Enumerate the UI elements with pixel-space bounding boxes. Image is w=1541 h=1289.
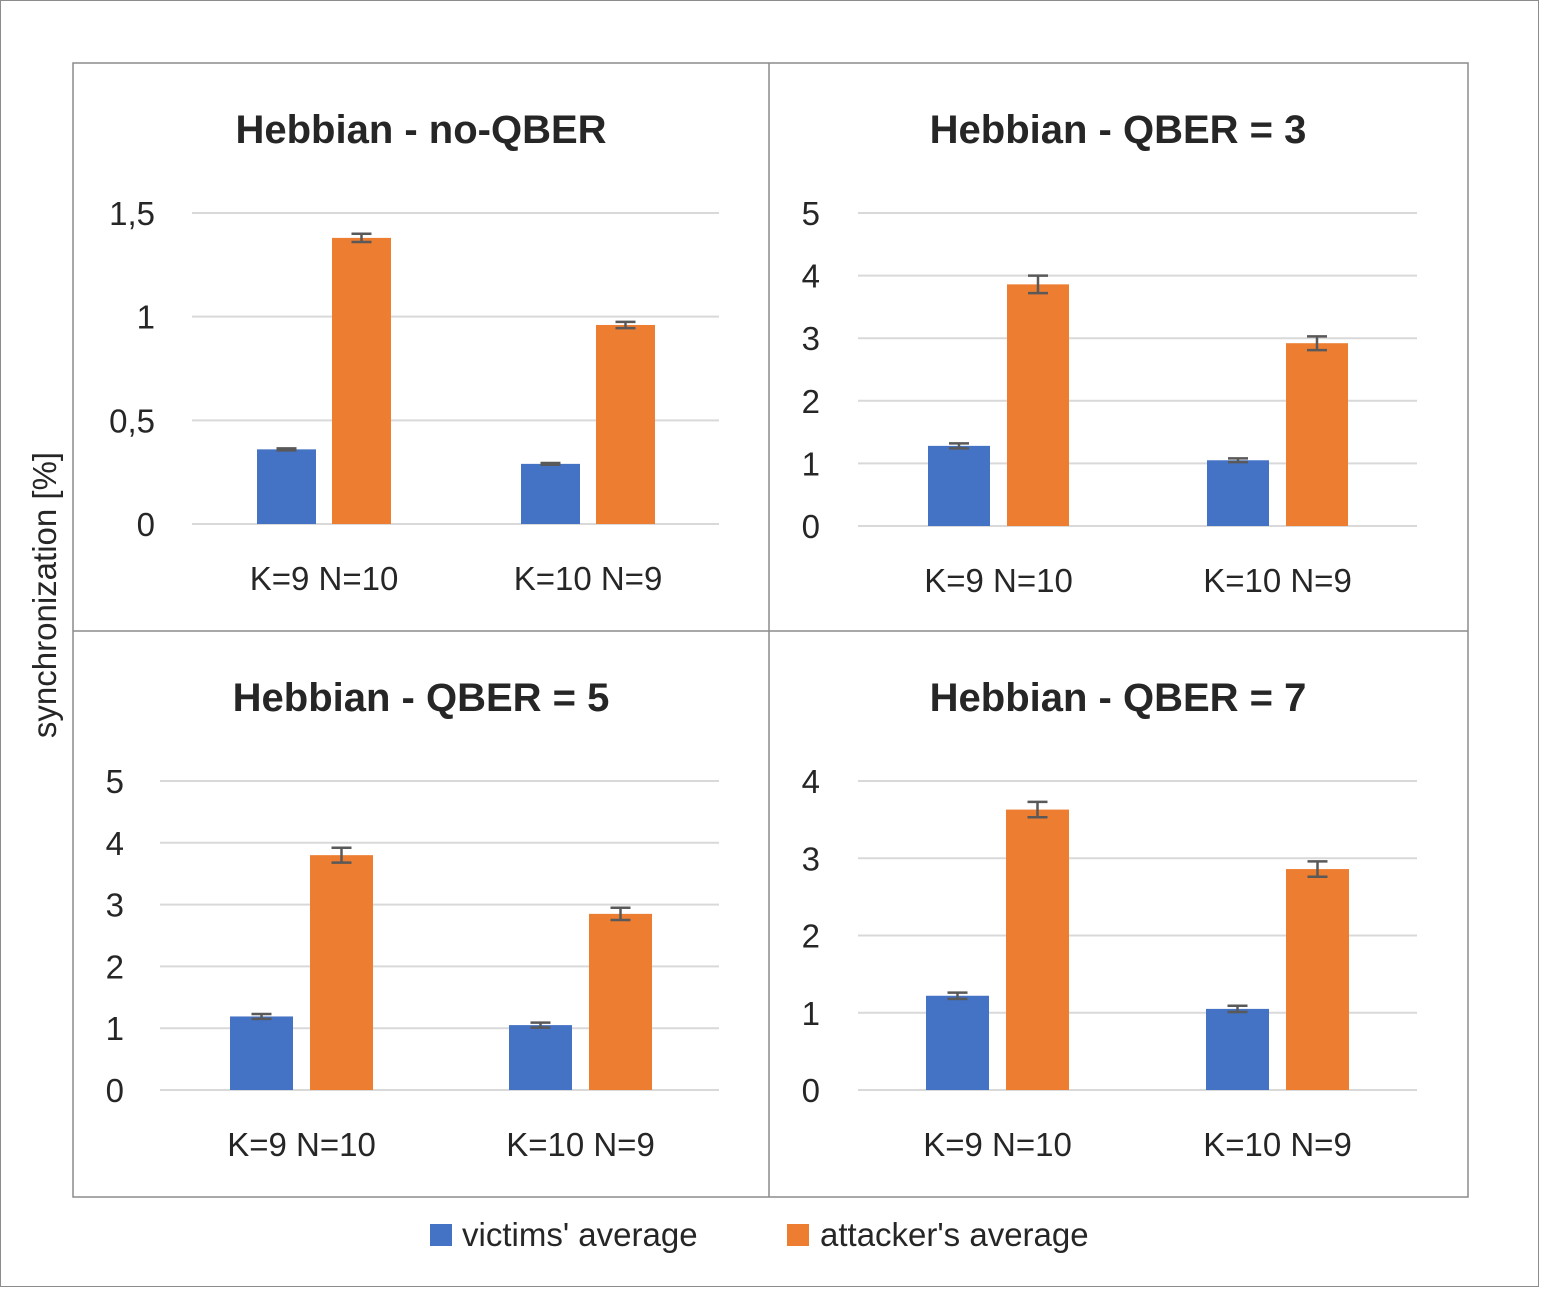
error-bar xyxy=(610,906,631,922)
bar-victims xyxy=(230,1016,293,1090)
error-bar xyxy=(251,1012,272,1021)
panel-1: Hebbian - no-QBER 0 0,5 1 1,5 K=9 N=10 K=10 N=… xyxy=(109,108,719,597)
bar-attacker xyxy=(1007,284,1069,526)
bar-attacker xyxy=(589,913,652,1090)
bar-attacker xyxy=(1286,869,1349,1090)
bar-attacker xyxy=(1006,809,1069,1090)
panel-2: Hebbian - QBER = 3 0 1 2 3 4 5 K=9 N=10 K=10 N=9 xyxy=(802,108,1417,599)
error-bar xyxy=(540,461,561,466)
bar-victims xyxy=(509,1025,572,1090)
y-tick-label: 1 xyxy=(106,1010,124,1047)
bar-victims xyxy=(1206,1008,1269,1090)
y-tick-label: 2 xyxy=(106,948,124,985)
category-label: K=10 N=9 xyxy=(1203,1126,1352,1163)
y-tick-label: 1 xyxy=(802,995,820,1032)
bar-victims xyxy=(1207,460,1269,526)
category-label: K=9 N=10 xyxy=(924,562,1073,599)
bar-attacker xyxy=(596,324,655,524)
bar-attacker xyxy=(1286,343,1348,526)
error-bar xyxy=(949,442,969,450)
error-bar xyxy=(331,846,352,864)
y-tick-label: 3 xyxy=(802,320,820,357)
category-label: K=10 N=9 xyxy=(1203,562,1352,599)
category-label: K=9 N=10 xyxy=(227,1126,376,1163)
bar-victims xyxy=(928,445,990,526)
y-tick-label: 0,5 xyxy=(109,402,155,439)
panels: Hebbian - no-QBER 0 0,5 1 1,5 K=9 N=10 K=10 N=… xyxy=(106,108,1417,1163)
panel-title: Hebbian - QBER = 5 xyxy=(233,676,610,720)
error-bar xyxy=(1027,800,1048,819)
category-label: K=9 N=10 xyxy=(250,560,399,597)
bar-attacker xyxy=(332,237,391,524)
legend-label-victims: victims' average xyxy=(462,1216,698,1253)
y-tick-label: 4 xyxy=(106,825,124,862)
legend-swatch-victims xyxy=(430,1224,452,1246)
error-bar xyxy=(1228,457,1248,464)
error-bar xyxy=(276,447,297,452)
y-tick-label: 0 xyxy=(106,1072,124,1109)
category-label: K=10 N=9 xyxy=(506,1126,655,1163)
y-tick-label: 1 xyxy=(137,299,155,336)
error-bar xyxy=(947,991,968,1001)
y-tick-label: 0 xyxy=(802,508,820,545)
y-tick-label: 3 xyxy=(106,887,124,924)
panel-title: Hebbian - no-QBER xyxy=(235,108,606,152)
panel-4: Hebbian - QBER = 7 0 1 2 3 4 K=9 N=10 K=10 N=9 xyxy=(802,676,1417,1163)
legend-label-attacker: attacker's average xyxy=(820,1216,1089,1253)
error-bar xyxy=(615,320,636,330)
bar-victims xyxy=(257,449,316,524)
y-tick-label: 0 xyxy=(137,506,155,543)
legend: victims' average attacker's average xyxy=(430,1216,1089,1253)
error-bar xyxy=(1307,335,1327,352)
panel-borders xyxy=(72,62,1469,1198)
y-tick-label: 4 xyxy=(802,258,820,295)
panel-title: Hebbian - QBER = 7 xyxy=(930,676,1307,720)
y-tick-label: 2 xyxy=(802,918,820,955)
y-tick-label: 0 xyxy=(802,1072,820,1109)
y-tick-label: 2 xyxy=(802,383,820,420)
category-label: K=9 N=10 xyxy=(923,1126,1072,1163)
category-label: K=10 N=9 xyxy=(514,560,663,597)
y-axis-label: synchronization [%] xyxy=(26,452,63,738)
error-bar xyxy=(351,232,372,244)
panel-3: Hebbian - QBER = 5 0 1 2 3 4 5 K=9 N=10 K=10 N=9 xyxy=(106,676,719,1163)
legend-swatch-attacker xyxy=(787,1224,809,1246)
y-tick-label: 4 xyxy=(802,763,820,800)
y-tick-label: 5 xyxy=(106,763,124,800)
error-bar xyxy=(1227,1004,1248,1014)
error-bar xyxy=(1307,860,1328,879)
y-tick-label: 1 xyxy=(802,445,820,482)
error-bar xyxy=(1028,274,1048,295)
panel-title: Hebbian - QBER = 3 xyxy=(930,108,1307,152)
y-tick-label: 1,5 xyxy=(109,195,155,232)
bar-victims xyxy=(926,995,989,1090)
bar-attacker xyxy=(310,855,373,1090)
bar-victims xyxy=(521,463,580,524)
y-tick-label: 3 xyxy=(802,840,820,877)
y-tick-label: 5 xyxy=(802,195,820,232)
error-bar xyxy=(530,1021,551,1029)
